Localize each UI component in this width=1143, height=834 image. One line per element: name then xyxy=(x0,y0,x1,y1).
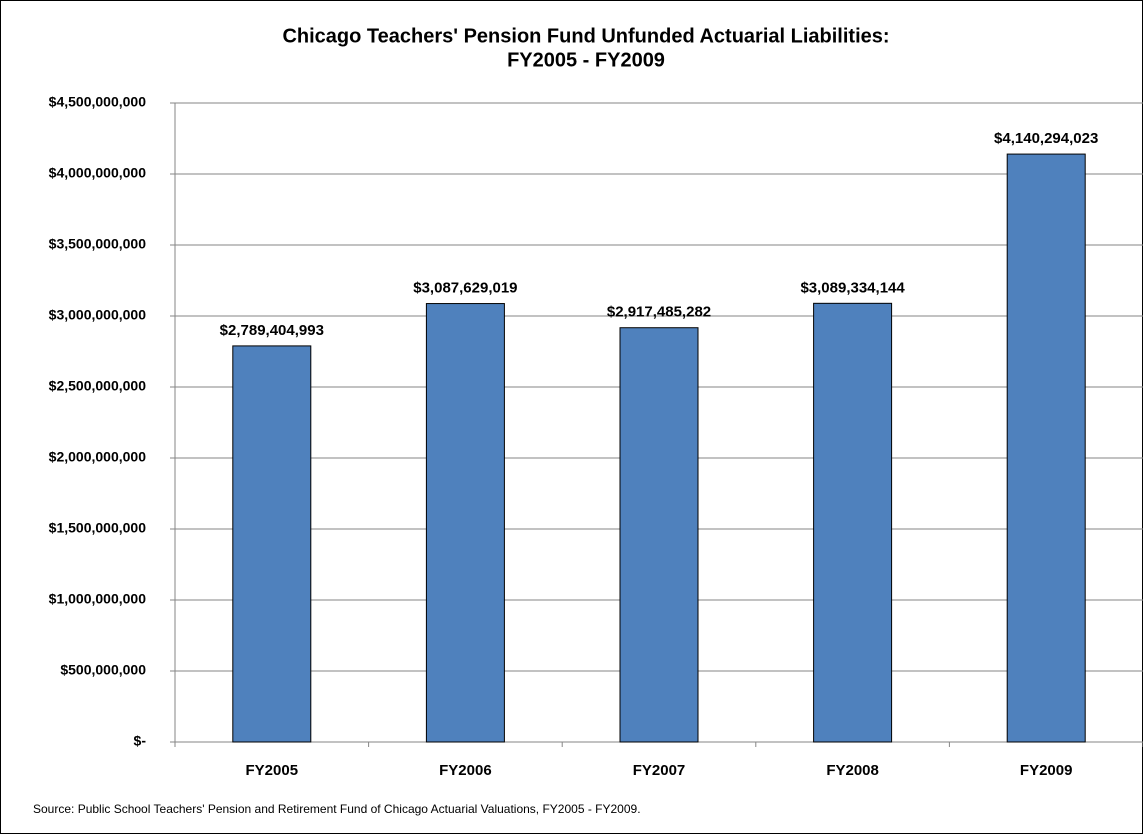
y-tick-label: $2,500,000,000 xyxy=(49,378,147,394)
y-tick-label: $3,500,000,000 xyxy=(49,236,147,252)
y-tick-label: $500,000,000 xyxy=(60,662,146,678)
chart-title: FY2005 - FY2009 xyxy=(507,49,665,71)
x-tick-label: FY2008 xyxy=(826,762,879,779)
x-tick-label: FY2007 xyxy=(633,762,686,779)
data-label: $4,140,294,023 xyxy=(994,130,1098,147)
y-tick-label: $4,500,000,000 xyxy=(49,94,147,110)
y-tick-label: $1,500,000,000 xyxy=(49,520,147,536)
y-tick-label: $- xyxy=(134,733,147,749)
x-tick-label: FY2005 xyxy=(246,762,299,779)
data-label: $3,089,334,144 xyxy=(800,279,905,296)
bar xyxy=(1006,153,1086,743)
y-tick-label: $4,000,000,000 xyxy=(49,165,147,181)
x-tick-label: FY2006 xyxy=(439,762,492,779)
bar xyxy=(813,302,893,743)
chart-title: Chicago Teachers' Pension Fund Unfunded … xyxy=(282,25,889,47)
data-label: $2,789,404,993 xyxy=(220,322,324,339)
y-tick-label: $2,000,000,000 xyxy=(49,449,147,465)
data-label: $2,917,485,282 xyxy=(607,304,711,321)
y-tick-label: $1,000,000,000 xyxy=(49,591,147,607)
source-note: Source: Public School Teachers' Pension … xyxy=(33,802,641,816)
bar xyxy=(425,303,505,743)
x-tick-label: FY2009 xyxy=(1020,762,1073,779)
y-tick-label: $3,000,000,000 xyxy=(49,307,147,323)
data-label: $3,087,629,019 xyxy=(413,280,517,297)
bar xyxy=(232,345,312,743)
bar xyxy=(619,327,699,743)
